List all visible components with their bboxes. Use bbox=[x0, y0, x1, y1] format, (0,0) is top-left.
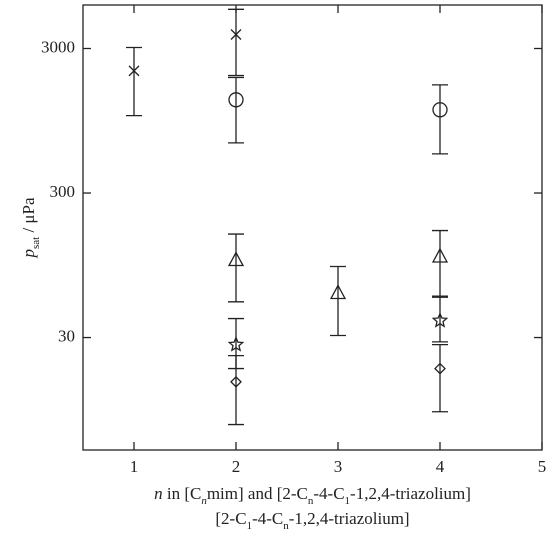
x-marker bbox=[128, 65, 140, 77]
x-axis-label-part: n bbox=[201, 495, 207, 507]
x-axis-label-part: [2-C bbox=[215, 509, 246, 528]
y-axis-label-part: / μPa bbox=[19, 197, 38, 237]
x-axis-label-part: n bbox=[283, 520, 289, 532]
error-bar bbox=[126, 46, 142, 117]
y-tick-label: 30 bbox=[58, 326, 75, 345]
triangle-marker bbox=[227, 251, 245, 267]
x-axis-label: [2-C1-4-Cn-1,2,4-triazolium] bbox=[215, 509, 409, 532]
error-bar bbox=[330, 265, 346, 337]
diamond-marker bbox=[230, 375, 242, 388]
error-bar bbox=[432, 295, 448, 343]
x-axis-label-part: -4-C bbox=[252, 509, 283, 528]
star-marker bbox=[227, 335, 245, 352]
x-axis-label-part: -1,2,4-triazolium] bbox=[350, 484, 471, 503]
x-axis-label-part: 1 bbox=[247, 520, 253, 532]
x-axis-label-part: n bbox=[308, 495, 314, 507]
y-axis-label: psat / μPa bbox=[19, 197, 42, 259]
triangle-marker bbox=[431, 247, 449, 263]
y-tick-label: 300 bbox=[50, 182, 76, 201]
error-bar bbox=[432, 84, 448, 155]
circle-marker bbox=[228, 92, 244, 108]
error-bar bbox=[228, 233, 244, 303]
error-bar bbox=[432, 343, 448, 413]
y-axis-label-part: p bbox=[19, 249, 38, 259]
star-marker bbox=[431, 311, 449, 328]
x-tick-label: 2 bbox=[232, 457, 241, 476]
circle-marker bbox=[432, 102, 448, 118]
x-axis-label-part: 1 bbox=[345, 495, 351, 507]
plot-frame bbox=[82, 4, 543, 451]
y-tick-label: 3000 bbox=[41, 37, 75, 56]
x-axis-label-part: -1,2,4-triazolium] bbox=[289, 509, 410, 528]
y-axis-label-part: sat bbox=[30, 237, 42, 249]
x-tick-label: 3 bbox=[334, 457, 343, 476]
x-axis-label-part: -4-C bbox=[313, 484, 344, 503]
x-tick-label: 1 bbox=[130, 457, 139, 476]
x-marker bbox=[230, 29, 242, 40]
x-axis-label-part: in [C bbox=[163, 484, 202, 503]
error-bar bbox=[228, 76, 244, 144]
x-axis-label-part: n bbox=[154, 484, 163, 503]
diamond-marker bbox=[434, 362, 446, 375]
x-tick-label: 5 bbox=[538, 457, 547, 476]
triangle-marker bbox=[329, 284, 347, 300]
x-tick-label: 4 bbox=[436, 457, 445, 476]
error-bar bbox=[432, 229, 448, 298]
error-bar bbox=[228, 354, 244, 426]
x-axis-label-part: mim] and [2-C bbox=[207, 484, 308, 503]
error-bar bbox=[228, 8, 244, 77]
x-axis-label: n in [Cnmim] and [2-Cn-4-C1-1,2,4-triazo… bbox=[154, 484, 471, 507]
